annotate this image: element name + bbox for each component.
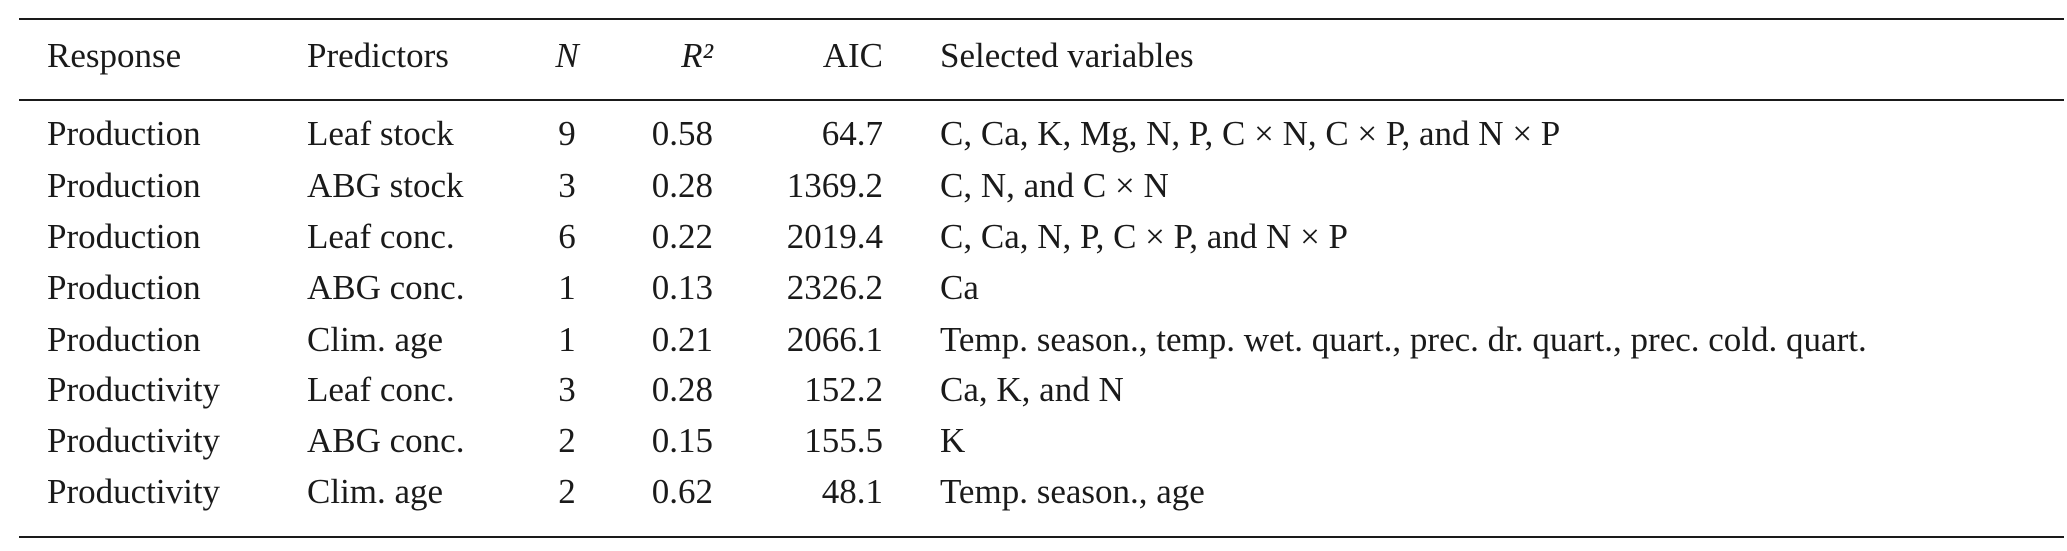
table-cell: Productivity xyxy=(47,472,221,511)
table-cell: Clim. age xyxy=(307,472,443,511)
header-cell: Response xyxy=(47,36,181,75)
header-cell: Selected variables xyxy=(940,36,1194,75)
table-cell: 1369.2 xyxy=(787,166,883,205)
table-cell: 0.13 xyxy=(652,268,713,307)
table-cell: ABG conc. xyxy=(307,268,464,307)
table-cell: 0.21 xyxy=(652,320,713,359)
table-cell: ABG conc. xyxy=(307,421,464,460)
table-cell: 155.5 xyxy=(804,421,883,460)
table-cell: 3 xyxy=(558,166,576,205)
table-cell: Production xyxy=(47,166,201,205)
table-cell: 0.28 xyxy=(652,166,713,205)
table-cell: ABG stock xyxy=(307,166,464,205)
table-cell: Temp. season., temp. wet. quart., prec. … xyxy=(940,320,1867,359)
table-cell: Production xyxy=(47,114,201,153)
table-cell: Leaf stock xyxy=(307,114,454,153)
table-cell: Production xyxy=(47,268,201,307)
header-cell: N xyxy=(554,36,580,75)
table-cell: 0.62 xyxy=(652,472,713,511)
table-cell: Leaf conc. xyxy=(307,370,455,409)
table-cell: 0.28 xyxy=(652,370,713,409)
table-cell: Ca, K, and N xyxy=(940,370,1124,409)
table-cell: Leaf conc. xyxy=(307,217,455,256)
table-cell: 2 xyxy=(558,421,576,460)
table-cell: C, Ca, N, P, C × P, and N × P xyxy=(940,217,1348,256)
table-cell: 9 xyxy=(558,114,576,153)
table-cell: 64.7 xyxy=(822,114,883,153)
table-cell: 0.15 xyxy=(652,421,713,460)
header-cell: AIC xyxy=(823,36,883,75)
table-cell: Clim. age xyxy=(307,320,443,359)
table-cell: C, N, and C × N xyxy=(940,166,1169,205)
table-cell: Productivity xyxy=(47,421,221,460)
table-cell: C, Ca, K, Mg, N, P, C × N, C × P, and N … xyxy=(940,114,1560,153)
table-cell: K xyxy=(940,421,965,460)
table-cell: Productivity xyxy=(47,370,221,409)
table-cell: 1 xyxy=(558,320,576,359)
table-cell: 2066.1 xyxy=(787,320,883,359)
table-cell: 2 xyxy=(558,472,576,511)
table-cell: Production xyxy=(47,320,201,359)
table-cell: 48.1 xyxy=(822,472,883,511)
header-cell: R² xyxy=(680,36,713,75)
table-cell: Production xyxy=(47,217,201,256)
table-cell: 3 xyxy=(558,370,576,409)
table-cell: 1 xyxy=(558,268,576,307)
header-cell: Predictors xyxy=(307,36,449,75)
table-cell: 2019.4 xyxy=(787,217,883,256)
table-cell: 0.58 xyxy=(652,114,713,153)
table-cell: 6 xyxy=(558,217,576,256)
table-cell: 0.22 xyxy=(652,217,713,256)
table-cell: 2326.2 xyxy=(787,268,883,307)
table-cell: Temp. season., age xyxy=(940,472,1205,511)
table-cell: Ca xyxy=(940,268,979,307)
table-cell: 152.2 xyxy=(804,370,883,409)
